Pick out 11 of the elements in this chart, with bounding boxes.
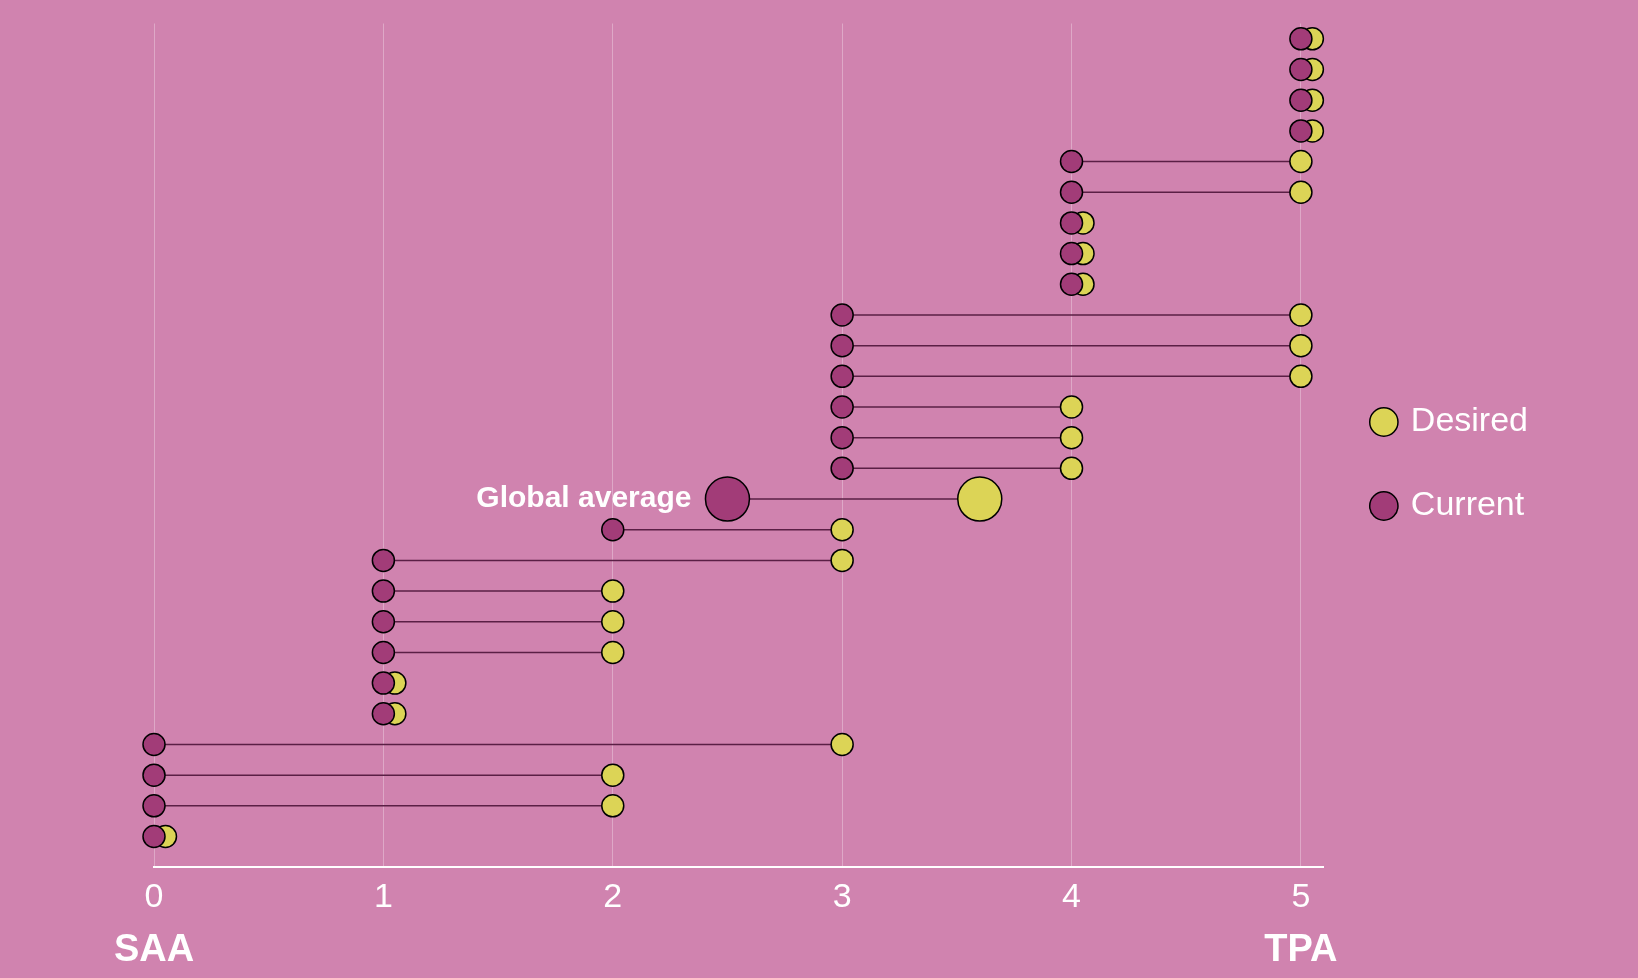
x-tick-label: 5 — [1291, 875, 1311, 914]
x-tick-label: 3 — [832, 875, 852, 914]
x-tick-label: 0 — [144, 875, 164, 914]
x-tick-label: 4 — [1062, 875, 1081, 914]
x-tick-label: 2 — [603, 875, 623, 914]
text: TPA — [1264, 927, 1338, 970]
legend-label: Desired — [1410, 400, 1529, 439]
text: SAA — [113, 927, 195, 970]
x-tick-label: 1 — [373, 875, 393, 914]
legend-label: Current — [1410, 484, 1525, 523]
y-tick-label: Global average — [476, 480, 692, 514]
